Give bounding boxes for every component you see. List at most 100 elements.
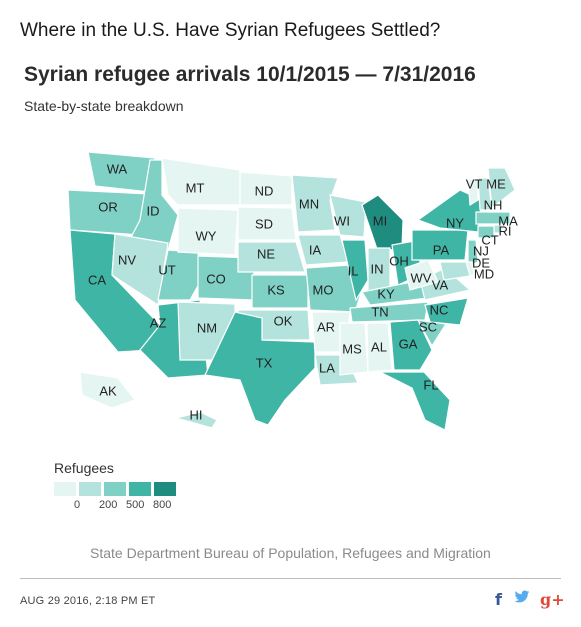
state-ks[interactable] bbox=[251, 274, 309, 309]
state-label-nc: NC bbox=[430, 302, 449, 317]
state-label-pa: PA bbox=[433, 242, 450, 257]
legend-tick-500: 500 bbox=[126, 499, 145, 511]
state-mi[interactable] bbox=[361, 194, 404, 253]
legend-swatch-3 bbox=[129, 482, 151, 496]
state-label-ca: CA bbox=[88, 272, 106, 287]
state-label-il: IL bbox=[348, 263, 359, 278]
article-headline: Where in the U.S. Have Syrian Refugees S… bbox=[20, 20, 441, 41]
state-tn[interactable] bbox=[349, 301, 429, 323]
state-label-ga: GA bbox=[399, 336, 418, 351]
source-note: State Department Bureau of Population, R… bbox=[90, 545, 491, 561]
state-fl[interactable] bbox=[379, 371, 451, 431]
state-label-la: LA bbox=[319, 360, 335, 375]
state-me[interactable] bbox=[487, 167, 516, 210]
facebook-icon[interactable]: f bbox=[495, 590, 502, 609]
legend-title: Refugees bbox=[54, 460, 114, 476]
state-label-sc: SC bbox=[419, 319, 437, 334]
state-label-md: MD bbox=[474, 266, 494, 281]
state-label-ak: AK bbox=[99, 383, 117, 398]
state-label-fl: FL bbox=[423, 377, 438, 392]
state-label-co: CO bbox=[206, 271, 226, 286]
state-label-wy: WY bbox=[196, 228, 217, 243]
state-label-va: VA bbox=[432, 277, 449, 292]
legend-swatches bbox=[54, 482, 176, 496]
state-label-ut: UT bbox=[158, 262, 175, 277]
state-ga[interactable] bbox=[389, 319, 433, 371]
state-label-me: ME bbox=[486, 176, 506, 191]
state-label-mo: MO bbox=[313, 282, 334, 297]
us-choropleth-map: WA OR CA ID NV UT AZ MT WY CO NM ND SD NE KS OK TX MN IA MO… bbox=[67, 151, 518, 431]
state-tx[interactable] bbox=[204, 311, 316, 426]
state-label-sd: SD bbox=[255, 216, 273, 231]
state-hi[interactable] bbox=[173, 411, 218, 429]
state-label-in: IN bbox=[371, 261, 384, 276]
state-label-ks: KS bbox=[267, 282, 285, 297]
state-label-ri: RI bbox=[499, 223, 512, 238]
state-al[interactable] bbox=[366, 322, 393, 373]
state-wv[interactable] bbox=[404, 259, 439, 291]
state-label-mn: MN bbox=[299, 196, 319, 211]
state-label-hi: HI bbox=[190, 407, 203, 422]
state-label-wv: WV bbox=[411, 270, 432, 285]
state-label-ok: OK bbox=[274, 313, 293, 328]
state-mn[interactable] bbox=[291, 174, 339, 233]
state-label-tn: TN bbox=[371, 304, 388, 319]
state-mt[interactable] bbox=[161, 157, 241, 206]
legend-ticks: 0 200 500 800 bbox=[54, 499, 176, 515]
legend-swatch-0 bbox=[54, 482, 76, 496]
state-label-vt: VT bbox=[466, 176, 483, 191]
legend-swatch-2 bbox=[104, 482, 126, 496]
state-label-wa: WA bbox=[107, 161, 128, 176]
state-label-wi: WI bbox=[334, 213, 350, 228]
twitter-icon[interactable] bbox=[514, 590, 530, 608]
legend-swatch-4 bbox=[154, 482, 176, 496]
state-nc[interactable] bbox=[424, 297, 469, 326]
state-label-mi: MI bbox=[373, 213, 387, 228]
state-ne[interactable] bbox=[237, 241, 306, 273]
state-label-ms: MS bbox=[342, 341, 362, 356]
state-nd[interactable] bbox=[239, 171, 293, 206]
state-label-layer: WA OR CA ID NV UT AZ MT WY CO NM ND SD NE KS OK TX MN IA MO… bbox=[88, 161, 518, 422]
timestamp: AUG 29 2016, 2:18 PM ET bbox=[20, 595, 156, 607]
state-mo[interactable] bbox=[305, 264, 363, 313]
google-plus-icon[interactable]: g+ bbox=[540, 590, 565, 609]
state-nh[interactable] bbox=[477, 177, 493, 211]
state-label-ia: IA bbox=[309, 242, 322, 257]
state-label-de: DE bbox=[472, 255, 490, 270]
state-label-nm: NM bbox=[197, 320, 217, 335]
map-subtitle: State-by-state breakdown bbox=[24, 98, 184, 114]
state-label-ky: KY bbox=[377, 286, 395, 301]
state-wi[interactable] bbox=[329, 194, 367, 238]
legend-tick-800: 800 bbox=[153, 499, 172, 511]
state-label-nv: NV bbox=[118, 252, 136, 267]
state-ma[interactable] bbox=[475, 211, 511, 225]
state-md[interactable] bbox=[439, 261, 471, 281]
state-label-ar: AR bbox=[317, 319, 335, 334]
state-nj[interactable] bbox=[467, 239, 479, 267]
state-label-nd: ND bbox=[255, 183, 274, 198]
state-label-tx: TX bbox=[256, 355, 273, 370]
state-label-al: AL bbox=[371, 339, 387, 354]
legend-tick-0: 0 bbox=[74, 499, 81, 511]
state-ak[interactable] bbox=[79, 371, 136, 409]
twitter-bird-glyph bbox=[514, 590, 530, 603]
map-title: Syrian refugee arrivals 10/1/2015 — 7/31… bbox=[24, 63, 476, 86]
footer-divider bbox=[20, 578, 561, 579]
state-label-nh: NH bbox=[484, 197, 503, 212]
state-label-ma: MA bbox=[498, 213, 518, 228]
legend: Refugees 0 200 500 800 bbox=[54, 460, 176, 515]
state-label-id: ID bbox=[147, 203, 160, 218]
state-vt[interactable] bbox=[467, 177, 479, 207]
state-wy[interactable] bbox=[177, 207, 239, 256]
state-pa[interactable] bbox=[411, 229, 469, 261]
state-ct[interactable] bbox=[477, 225, 495, 239]
state-id[interactable] bbox=[127, 159, 179, 251]
legend-tick-200: 200 bbox=[99, 499, 118, 511]
state-sd[interactable] bbox=[237, 206, 297, 241]
state-label-oh: OH bbox=[389, 253, 409, 268]
state-label-mt: MT bbox=[186, 180, 205, 195]
state-ia[interactable] bbox=[297, 234, 349, 266]
state-label-nj: NJ bbox=[473, 243, 489, 258]
legend-swatch-1 bbox=[79, 482, 101, 496]
state-label-or: OR bbox=[98, 199, 118, 214]
